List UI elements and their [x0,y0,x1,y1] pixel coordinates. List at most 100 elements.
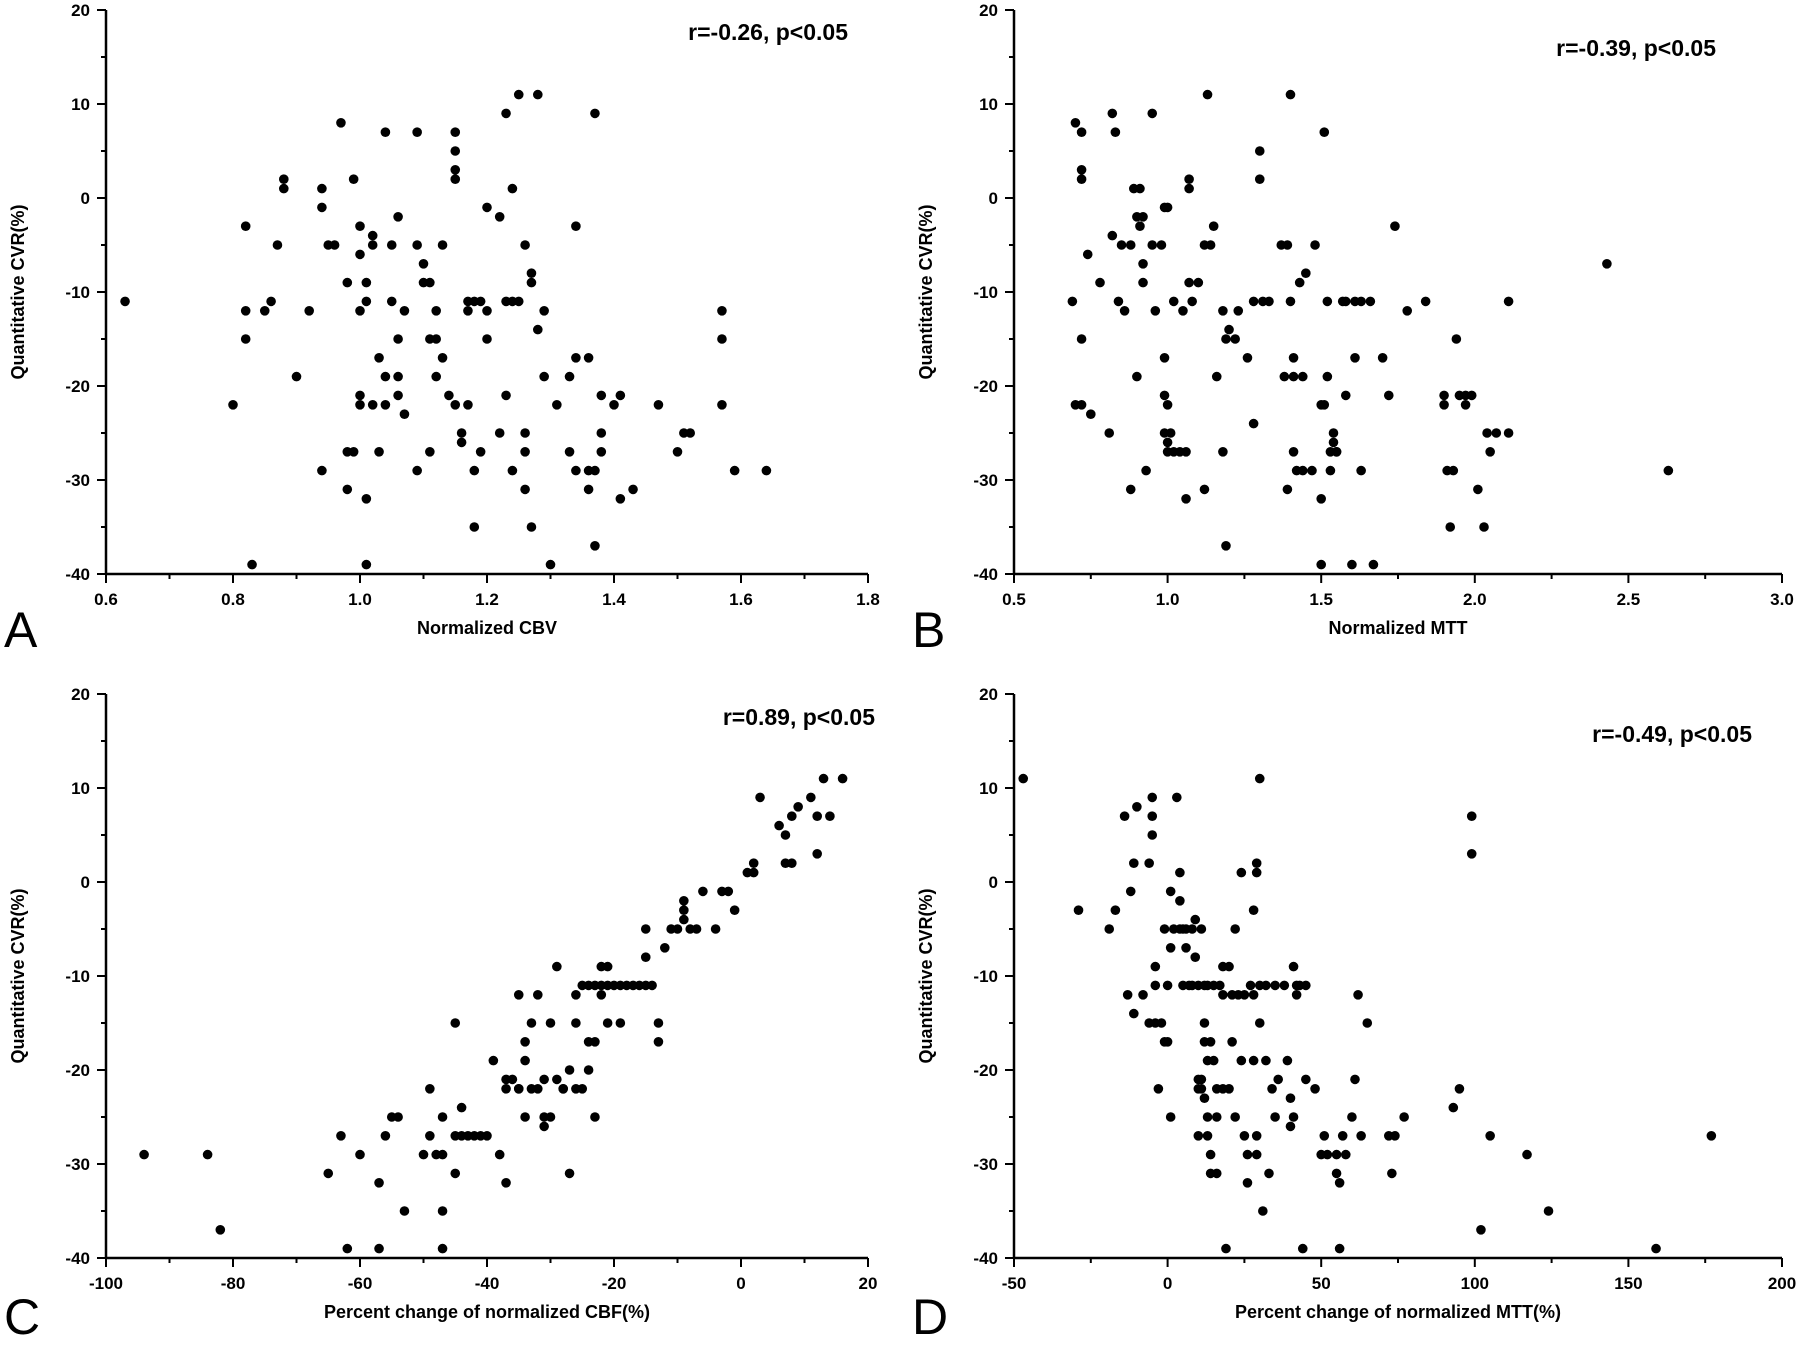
data-point [361,277,372,288]
data-point [520,447,530,457]
data-point [1230,924,1240,934]
data-point [1132,371,1142,382]
data-point [1242,353,1253,363]
y-tick-label: -10 [65,967,90,986]
data-point [590,541,600,551]
data-point [1150,980,1161,991]
data-point [355,1149,365,1160]
data-point [1297,465,1308,476]
x-tick-label: 100 [1461,1274,1489,1293]
data-point [1254,1018,1265,1028]
data-point [596,428,607,438]
data-point [456,437,467,448]
data-point [501,1178,511,1188]
data-point [444,390,454,401]
data-point [437,240,448,250]
data-point [336,1131,346,1141]
data-point [602,1018,613,1028]
data-point [139,1149,149,1160]
data-point [1331,447,1342,457]
data-point [1267,1084,1277,1094]
data-point [1205,1149,1216,1160]
data-point [533,990,543,1000]
data-point [1288,961,1299,972]
data-point [1476,1225,1486,1235]
data-point [653,1018,664,1028]
data-point [761,465,772,476]
data-point [1353,990,1363,1000]
data-point [1138,212,1148,222]
data-point [596,390,607,401]
data-point [1138,277,1148,288]
data-point [640,924,651,934]
data-point [717,400,727,410]
data-point [1310,1084,1320,1094]
x-tick-label: 2.5 [1617,590,1641,609]
data-point [1285,296,1296,307]
data-point [596,990,607,1000]
x-tick-label: -60 [348,1274,373,1293]
data-point [1322,371,1333,382]
data-point [1162,202,1173,213]
data-point [545,1112,556,1122]
correlation-annotation: r=-0.26, p<0.05 [688,19,848,45]
x-tick-label: 0.5 [1002,590,1026,609]
data-point [1491,428,1502,438]
data-point [1076,127,1087,137]
x-tick-label: 1.0 [348,590,372,609]
data-point [1294,277,1305,288]
data-point [1119,306,1130,316]
data-point [1297,1243,1308,1254]
data-point [374,447,384,457]
data-point [336,118,346,128]
x-tick-label: 1.4 [602,590,626,609]
data-point [1218,447,1228,457]
data-point [583,484,594,495]
data-point [520,1112,530,1122]
data-point [1602,259,1612,269]
data-point [1211,1168,1222,1179]
data-point [469,465,480,476]
data-point [418,259,429,269]
data-point [513,1084,524,1094]
data-point [1218,306,1228,316]
data-point [266,296,276,307]
data-point [520,428,530,438]
data-point [412,127,422,137]
data-point [748,858,759,868]
data-point [1076,174,1087,184]
data-point [1242,1149,1253,1160]
data-point [393,1112,403,1122]
data-point [1208,221,1219,231]
data-point [1248,990,1259,1000]
data-point [450,1168,461,1179]
data-point [317,465,327,476]
data-point [507,183,518,194]
data-point [323,1168,334,1179]
data-point [1233,306,1244,316]
data-point [1347,1112,1357,1122]
data-point [1153,1084,1164,1094]
y-tick-label: -40 [973,565,998,584]
data-point [513,296,524,307]
data-point [259,306,270,316]
data-point [1248,418,1259,429]
data-point [552,1074,562,1085]
data-point [1224,1084,1234,1094]
x-tick-label: -50 [1002,1274,1027,1293]
data-point [1067,296,1078,307]
y-tick-label: -30 [65,471,90,490]
data-point [1132,802,1142,812]
data-point [399,1206,410,1216]
data-point [1420,296,1431,307]
data-point [1199,1018,1210,1028]
data-point [240,306,251,316]
data-point [1076,400,1087,410]
data-point [475,296,486,307]
y-tick-label: 20 [71,1,90,20]
data-point [1282,1055,1293,1066]
data-point [1086,409,1096,420]
data-point [1479,522,1489,532]
data-point [1224,324,1234,335]
